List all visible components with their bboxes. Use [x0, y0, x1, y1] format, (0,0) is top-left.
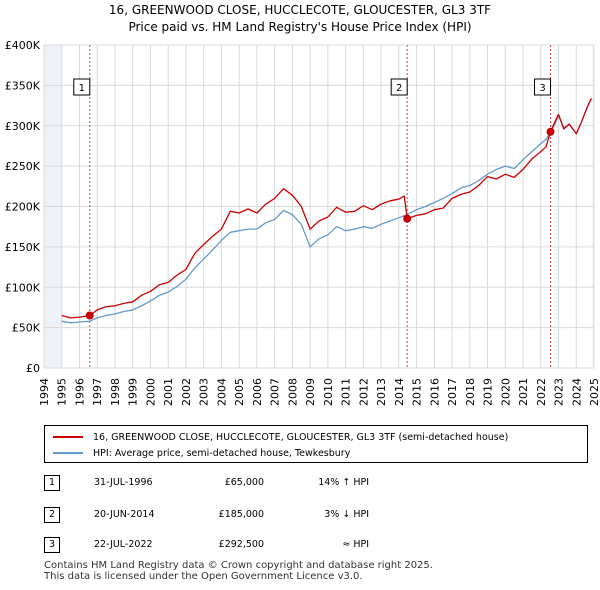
- x-tick-label: 1999: [127, 378, 140, 406]
- x-tick-label: 2008: [286, 378, 299, 406]
- legend-hpi-swatch: [53, 452, 83, 454]
- x-tick-label: 2013: [375, 378, 388, 406]
- x-tick-label: 2007: [269, 378, 282, 406]
- title-line-2: Price paid vs. HM Land Registry's House …: [128, 20, 472, 34]
- y-tick-label: £50K: [12, 322, 41, 335]
- x-tick-label: 2001: [162, 378, 175, 406]
- sale-label-boxes: 1 2 3: [73, 78, 552, 96]
- chart-title: 16, GREENWOOD CLOSE, HUCCLECOTE, GLOUCES…: [0, 2, 600, 36]
- sale-number-box: 1: [44, 475, 60, 491]
- y-tick-label: £150K: [5, 241, 41, 254]
- legend-price-label: 16, GREENWOOD CLOSE, HUCCLECOTE, GLOUCES…: [93, 431, 509, 443]
- x-tick-label: 1998: [109, 378, 122, 406]
- sale-point: [546, 127, 555, 136]
- legend: 16, GREENWOOD CLOSE, HUCCLECOTE, GLOUCES…: [44, 425, 588, 463]
- x-tick-label: 2023: [553, 378, 566, 406]
- footer: Contains HM Land Registry data © Crown c…: [44, 560, 433, 582]
- x-tick-label: 2024: [570, 378, 583, 406]
- sale-row: 2 20-JUN-2014 £185,000 3% ↓ HPI: [44, 507, 584, 525]
- price-chart: 1 2 3 £0 £50K £100K £150K £200K £250K £300K £350K…: [5, 39, 600, 406]
- sale-number-box: [390, 78, 408, 96]
- x-tick-label: 2015: [411, 378, 424, 406]
- x-tick-label: 2009: [304, 378, 317, 406]
- legend-price-swatch: [53, 436, 83, 438]
- sale-point: [403, 214, 412, 223]
- y-tick-label: £0: [26, 362, 40, 375]
- sale-point: [85, 311, 94, 320]
- title-line-1: 16, GREENWOOD CLOSE, HUCCLECOTE, GLOUCES…: [108, 3, 492, 17]
- footer-line-1: Contains HM Land Registry data © Crown c…: [44, 560, 433, 571]
- sale-hpi-comparison: 3% ↓ HPI: [324, 509, 369, 520]
- x-tick-label: 1995: [56, 378, 69, 406]
- x-tick-label: 2010: [322, 378, 335, 406]
- sale-price: £292,500: [218, 539, 264, 550]
- y-tick-label: £350K: [5, 79, 41, 92]
- x-tick-label: 2011: [340, 378, 353, 406]
- y-tick-label: £300K: [5, 120, 41, 133]
- x-tick-label: 2002: [180, 378, 193, 406]
- sale-number-label: 1: [79, 83, 85, 94]
- x-tick-label: 2017: [446, 378, 459, 406]
- y-tick-label: £400K: [5, 39, 41, 52]
- x-tick-label: 2016: [428, 378, 441, 406]
- x-tick-label: 2005: [233, 378, 246, 406]
- legend-item-price: 16, GREENWOOD CLOSE, HUCCLECOTE, GLOUCES…: [53, 430, 508, 444]
- sale-date: 31-JUL-1996: [94, 477, 153, 488]
- x-tick-label: 2000: [144, 378, 157, 406]
- footer-line-2: This data is licensed under the Open Gov…: [44, 571, 363, 582]
- y-tick-label: £200K: [5, 201, 41, 214]
- x-tick-label: 1996: [73, 378, 86, 406]
- sale-date: 20-JUN-2014: [94, 509, 155, 520]
- x-tick-label: 1994: [38, 378, 51, 406]
- x-tick-label: 1997: [91, 378, 104, 406]
- y-tick-label: £250K: [5, 160, 41, 173]
- sale-hpi-comparison: ≈ HPI: [342, 539, 369, 550]
- series-lines: [61, 98, 592, 324]
- sale-price: £185,000: [218, 509, 264, 520]
- sale-number-box: 2: [44, 507, 60, 523]
- sale-points: [85, 127, 555, 320]
- sale-number-label: 3: [539, 83, 545, 94]
- sale-row: 1 31-JUL-1996 £65,000 14% ↑ HPI: [44, 475, 584, 493]
- legend-hpi-label: HPI: Average price, semi-detached house,…: [93, 447, 351, 459]
- sale-number-label: 2: [396, 83, 402, 94]
- sale-date: 22-JUL-2022: [94, 539, 153, 550]
- sale-number-box: [534, 78, 552, 96]
- hpi-line: [61, 98, 592, 324]
- gridlines: [43, 44, 595, 369]
- sale-number-box: 3: [44, 537, 60, 553]
- x-tick-label: 2022: [535, 378, 548, 406]
- sale-number-box: [73, 78, 91, 96]
- x-tick-label: 2018: [464, 378, 477, 406]
- price-paid-line: [61, 98, 592, 319]
- x-tick-label: 2006: [251, 378, 264, 406]
- legend-item-hpi: HPI: Average price, semi-detached house,…: [53, 446, 350, 460]
- y-tick-label: £100K: [5, 281, 41, 294]
- sale-hpi-comparison: 14% ↑ HPI: [318, 477, 369, 488]
- y-axis-ticks: £0 £50K £100K £150K £200K £250K £300K £350K £400…: [5, 39, 41, 375]
- x-tick-label: 2021: [517, 378, 530, 406]
- x-tick-label: 2020: [499, 378, 512, 406]
- x-tick-label: 2012: [357, 378, 370, 406]
- x-tick-label: 2014: [393, 378, 406, 406]
- sale-price: £65,000: [224, 477, 264, 488]
- x-tick-label: 2003: [198, 378, 211, 406]
- x-tick-label: 2025: [588, 378, 600, 406]
- sale-row: 3 22-JUL-2022 £292,500 ≈ HPI: [44, 537, 584, 555]
- x-tick-label: 2004: [215, 378, 228, 406]
- x-tick-label: 2019: [482, 378, 495, 406]
- x-axis-ticks: 1994 1995 1996 1997 1998 1999 2000 2001 2002 2003…: [38, 378, 600, 406]
